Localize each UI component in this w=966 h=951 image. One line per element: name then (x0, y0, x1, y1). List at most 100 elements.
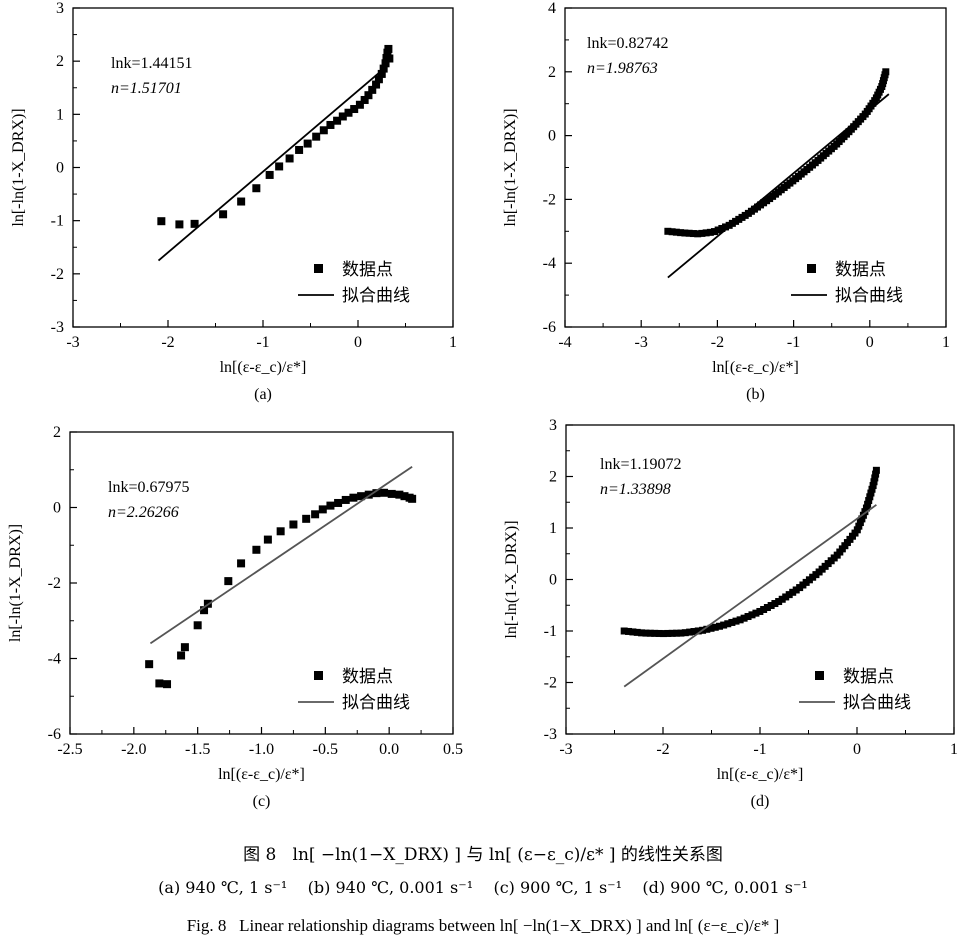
y-axis-label: ln[-ln(1-X_DRX)] (502, 108, 519, 226)
data-point (664, 227, 672, 235)
data-point (868, 485, 876, 493)
data-point (252, 184, 261, 193)
legend-label-points: 数据点 (843, 667, 894, 687)
x-axis-label: ln[(ε-ε_c)/ε*] (218, 766, 305, 783)
data-point (145, 660, 154, 669)
data-point (689, 230, 697, 238)
data-point (707, 624, 715, 632)
data-point (372, 80, 381, 89)
data-point (710, 228, 718, 236)
x-tick-label: -1 (787, 334, 800, 351)
data-point (384, 44, 393, 53)
data-point (408, 494, 417, 503)
data-point (357, 492, 366, 501)
x-tick-label: 0 (853, 741, 861, 758)
data-point (175, 220, 184, 229)
fit-line (157, 65, 388, 262)
plot-frame (564, 7, 947, 328)
data-point (867, 489, 875, 497)
data-point (646, 629, 654, 637)
data-point (732, 617, 740, 625)
x-tick-label: -2.5 (57, 741, 82, 758)
data-point (620, 627, 628, 635)
figure-caption-chinese: 图 8 ln[ −ln(1−X_DRX) ] 与 ln[ (ε−ε_c)/ε* … (243, 845, 723, 865)
data-point (694, 627, 702, 635)
data-point (720, 621, 728, 629)
legend-marker-points (807, 264, 816, 273)
y-tick-label: 3 (549, 417, 557, 434)
data-point (360, 95, 369, 104)
data-point (690, 628, 698, 636)
panel-label: (c) (253, 793, 271, 810)
y-tick-label: 1 (549, 520, 557, 537)
data-point (303, 139, 312, 148)
data-point (685, 229, 693, 237)
y-axis-label: ln[-ln(1-X_DRX)] (10, 108, 27, 226)
data-point (319, 126, 328, 135)
data-point (789, 588, 797, 596)
data-point (302, 514, 311, 523)
x-tick-label: -1.0 (249, 741, 274, 758)
y-tick-label: 0 (549, 572, 557, 589)
data-point (698, 229, 706, 237)
data-point (767, 602, 775, 610)
legend-label-points: 数据点 (835, 260, 886, 280)
data-point (718, 224, 726, 232)
data-point (655, 629, 663, 637)
data-point (155, 679, 164, 688)
data-point (364, 91, 373, 100)
x-axis-label: ln[(ε-ε_c)/ε*] (717, 766, 804, 783)
y-tick-label: -2 (543, 191, 556, 208)
legend-label-points: 数据点 (342, 667, 393, 687)
data-point (638, 629, 646, 637)
data-point (869, 482, 877, 490)
data-point (778, 595, 786, 603)
data-point (703, 625, 711, 633)
data-point (714, 226, 722, 234)
data-point (711, 623, 719, 631)
data-point (740, 614, 748, 622)
y-tick-label: -4 (543, 255, 556, 272)
data-point (760, 605, 768, 613)
x-tick-label: -3 (559, 741, 572, 758)
x-tick-label: 1 (950, 741, 958, 758)
annotation-lnk: lnk=0.67975 (108, 479, 189, 496)
data-point (756, 607, 764, 615)
data-point (871, 474, 879, 482)
data-point (870, 478, 878, 486)
y-tick-label: -6 (543, 319, 556, 336)
data-point (855, 522, 863, 530)
legend-label-fit: 拟合曲线 (342, 286, 410, 306)
legend-marker-points (815, 671, 824, 680)
data-point (312, 132, 321, 141)
data-point (338, 112, 347, 121)
data-point (341, 495, 350, 504)
x-tick-label: 0 (354, 334, 362, 351)
data-point (864, 500, 872, 508)
data-point (311, 510, 320, 519)
data-point (295, 145, 304, 154)
data-point (364, 490, 373, 499)
panel-label: (b) (746, 386, 765, 403)
data-point (722, 223, 730, 231)
data-point (285, 154, 294, 163)
x-tick-label: -0.5 (313, 741, 338, 758)
y-tick-label: 2 (56, 53, 64, 70)
x-tick-label: -2 (161, 334, 174, 351)
data-point (782, 593, 790, 601)
legend-label-fit: 拟合曲线 (835, 286, 903, 306)
data-point (180, 643, 189, 652)
data-point (775, 598, 783, 606)
y-tick-label: 0 (56, 160, 64, 177)
data-point (771, 600, 779, 608)
y-tick-label: 2 (548, 64, 556, 81)
y-tick-label: -2 (51, 266, 64, 283)
data-point (668, 629, 676, 637)
x-tick-label: 1 (942, 334, 950, 351)
y-tick-label: 2 (53, 424, 61, 441)
data-point (633, 628, 641, 636)
data-point (350, 105, 359, 114)
data-point (224, 577, 233, 586)
x-tick-label: -2 (711, 334, 724, 351)
data-point (744, 613, 752, 621)
